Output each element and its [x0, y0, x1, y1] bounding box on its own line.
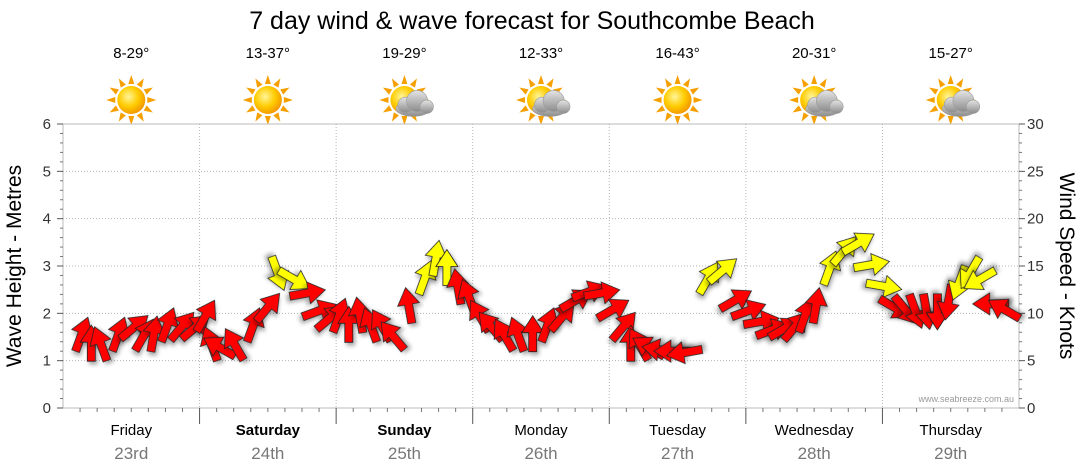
- wind-arrow: [865, 274, 903, 298]
- day-name-label: Thursday: [919, 422, 982, 439]
- y-tick-right: 25: [1027, 163, 1044, 180]
- wind-arrow: [276, 266, 311, 290]
- day-name-label: Sunday: [377, 422, 432, 439]
- wind-arrow: [223, 328, 248, 363]
- wind-arrow: [288, 281, 327, 305]
- wind-arrow: [435, 248, 459, 286]
- wind-arrow: [203, 336, 238, 361]
- day-footer-group: Friday 23rd Saturday 24th Sunday 25th Monday 26…: [110, 422, 982, 463]
- wind-arrow: [156, 307, 179, 344]
- day-name-label: Tuesday: [649, 422, 706, 439]
- partly-cloudy-icon: [925, 75, 981, 125]
- wind-arrow: [804, 286, 828, 325]
- y-tick-left: 5: [43, 163, 51, 180]
- wind-arrow: [117, 315, 149, 343]
- day-temperature: 20-31°: [792, 45, 836, 62]
- wind-arrow: [337, 305, 361, 343]
- wind-arrow: [380, 321, 408, 353]
- day-temperature: 15-27°: [929, 45, 973, 62]
- day-name-label: Saturday: [236, 422, 301, 439]
- wind-arrow: [252, 292, 281, 325]
- day-date-label: 28th: [798, 444, 831, 463]
- day-date-label: 29th: [934, 444, 967, 463]
- y-axis-label-right: Wind Speed - Knots: [1055, 173, 1078, 360]
- axes-group: 0 01 52 103 154 205 256 30: [43, 116, 1044, 424]
- wind-arrow: [328, 297, 351, 335]
- day-temperature: 16-43°: [655, 45, 699, 62]
- wind-arrow: [192, 299, 217, 335]
- y-tick-right: 10: [1027, 305, 1044, 322]
- wind-arrow: [963, 266, 998, 290]
- partly-cloudy-icon: [516, 75, 571, 125]
- day-temperature: 13-37°: [246, 45, 290, 62]
- sunny-icon: [242, 75, 293, 125]
- wind-arrow: [705, 258, 738, 286]
- wind-arrow: [520, 314, 545, 353]
- partly-cloudy-icon: [789, 75, 844, 125]
- grid-lines: [63, 124, 1019, 408]
- day-date-label: 23rd: [114, 444, 148, 463]
- wind-arrow: [595, 298, 630, 323]
- wind-arrow: [397, 286, 421, 325]
- y-tick-right: 0: [1027, 400, 1035, 417]
- day-date-label: 26th: [524, 444, 557, 463]
- wind-arrow: [665, 341, 704, 365]
- y-tick-left: 2: [43, 305, 51, 322]
- day-temperature: 12-33°: [519, 45, 563, 62]
- wind-arrow: [729, 299, 767, 322]
- day-name-label: Wednesday: [775, 422, 854, 439]
- day-header-group: 8-29° 13-37° 19-29° 12-33° 16-43° 20-31° 15-27…: [106, 45, 981, 125]
- wind-arrow: [89, 326, 112, 363]
- y-tick-left: 0: [43, 400, 51, 417]
- wind-arrow: [987, 298, 1023, 323]
- credit-text: www.seabreeze.com.au: [917, 394, 1014, 404]
- y-tick-left: 4: [43, 211, 51, 228]
- y-axis-label-left: Wave Height - Metres: [3, 165, 26, 367]
- sunny-icon: [106, 75, 157, 125]
- day-date-label: 25th: [388, 444, 421, 463]
- wind-arrow: [536, 307, 559, 344]
- wind-arrow: [583, 281, 621, 305]
- y-tick-right: 15: [1027, 258, 1044, 275]
- wind-arrow: [852, 252, 891, 277]
- wind-arrow: [70, 316, 93, 353]
- wind-arrows-group: [70, 232, 1023, 365]
- day-date-label: 24th: [251, 444, 284, 463]
- day-name-label: Friday: [110, 422, 152, 439]
- y-tick-right: 20: [1027, 211, 1044, 228]
- y-tick-left: 6: [43, 116, 51, 133]
- day-name-label: Monday: [514, 422, 568, 439]
- y-tick-left: 3: [43, 258, 51, 275]
- chart-title: 7 day wind & wave forecast for Southcomb…: [249, 7, 815, 35]
- y-tick-left: 1: [43, 353, 51, 370]
- wind-arrow: [608, 311, 636, 344]
- partly-cloudy-icon: [379, 75, 434, 125]
- wind-arrow: [424, 239, 448, 278]
- y-tick-right: 30: [1027, 116, 1044, 133]
- wind-arrow: [506, 316, 529, 353]
- wind-arrow: [717, 289, 753, 313]
- day-date-label: 27th: [661, 444, 694, 463]
- sunny-icon: [652, 75, 703, 125]
- day-temperature: 19-29°: [382, 45, 426, 62]
- y-tick-right: 5: [1027, 353, 1035, 370]
- wind-arrow: [840, 232, 875, 257]
- day-temperature: 8-29°: [113, 45, 149, 62]
